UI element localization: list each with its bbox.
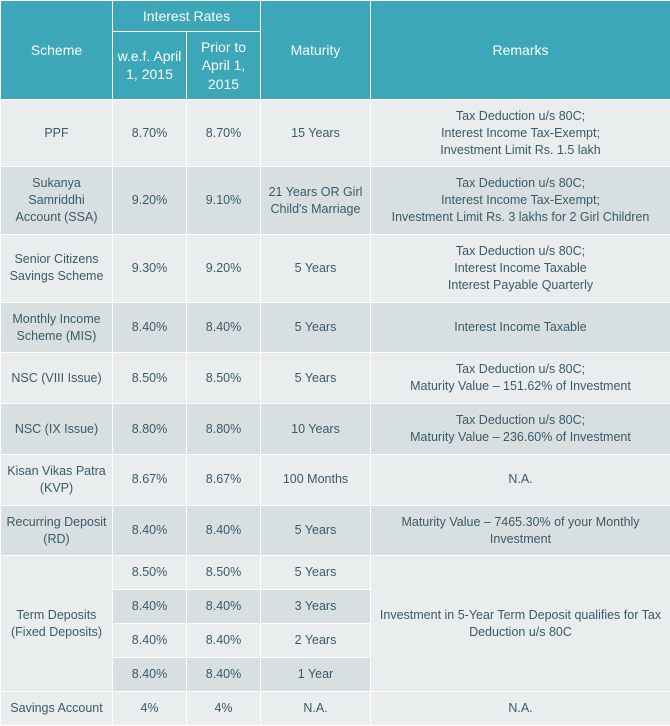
cell-remarks: N.A. bbox=[371, 454, 670, 505]
cell-rate-new: 8.67% bbox=[113, 454, 187, 505]
cell-rate-old: 8.40% bbox=[187, 624, 261, 658]
cell-maturity: 100 Months bbox=[261, 454, 371, 505]
cell-scheme: Term Deposits (Fixed Deposits) bbox=[1, 556, 113, 692]
cell-maturity: 5 Years bbox=[261, 353, 371, 404]
cell-maturity: 1 Year bbox=[261, 658, 371, 692]
interest-rates-table: Scheme Interest Rates Maturity Remarks w… bbox=[0, 0, 670, 726]
cell-maturity: 3 Years bbox=[261, 590, 371, 624]
cell-maturity: 5 Years bbox=[261, 235, 371, 303]
cell-scheme: Savings Account bbox=[1, 691, 113, 725]
cell-maturity: 2 Years bbox=[261, 624, 371, 658]
cell-rate-new: 8.40% bbox=[113, 624, 187, 658]
cell-rate-old: 9.10% bbox=[187, 167, 261, 235]
cell-rate-new: 8.40% bbox=[113, 590, 187, 624]
cell-rate-old: 8.40% bbox=[187, 658, 261, 692]
cell-remarks: Investment in 5-Year Term Deposit qualif… bbox=[371, 556, 670, 692]
header-scheme: Scheme bbox=[1, 1, 113, 100]
cell-rate-old: 8.40% bbox=[187, 590, 261, 624]
table-row: Term Deposits (Fixed Deposits)8.50%8.50%… bbox=[1, 556, 670, 590]
cell-maturity: 15 Years bbox=[261, 99, 371, 167]
cell-maturity: N.A. bbox=[261, 691, 371, 725]
cell-rate-new: 8.40% bbox=[113, 302, 187, 353]
cell-maturity: 21 Years OR Girl Child's Marriage bbox=[261, 167, 371, 235]
cell-maturity: 10 Years bbox=[261, 404, 371, 455]
header-maturity: Maturity bbox=[261, 1, 371, 100]
table-row: Monthly Income Scheme (MIS)8.40%8.40%5 Y… bbox=[1, 302, 670, 353]
cell-rate-new: 9.20% bbox=[113, 167, 187, 235]
cell-rate-new: 8.70% bbox=[113, 99, 187, 167]
cell-rate-old: 8.40% bbox=[187, 302, 261, 353]
table-row: Recurring Deposit (RD)8.40%8.40%5 YearsM… bbox=[1, 505, 670, 556]
cell-rate-new: 9.30% bbox=[113, 235, 187, 303]
cell-rate-old: 8.50% bbox=[187, 353, 261, 404]
cell-maturity: 5 Years bbox=[261, 302, 371, 353]
cell-scheme: Monthly Income Scheme (MIS) bbox=[1, 302, 113, 353]
cell-remarks: Tax Deduction u/s 80C;Interest Income Ta… bbox=[371, 167, 670, 235]
cell-rate-old: 8.80% bbox=[187, 404, 261, 455]
cell-scheme: Sukanya Samriddhi Account (SSA) bbox=[1, 167, 113, 235]
cell-rate-old: 8.50% bbox=[187, 556, 261, 590]
cell-rate-new: 8.50% bbox=[113, 556, 187, 590]
cell-rate-old: 4% bbox=[187, 691, 261, 725]
table-row: PPF8.70%8.70%15 YearsTax Deduction u/s 8… bbox=[1, 99, 670, 167]
table-row: NSC (IX Issue)8.80%8.80%10 YearsTax Dedu… bbox=[1, 404, 670, 455]
cell-rate-new: 8.40% bbox=[113, 658, 187, 692]
header-interest-rates: Interest Rates bbox=[113, 1, 261, 32]
cell-remarks: Tax Deduction u/s 80C;Maturity Value – 2… bbox=[371, 404, 670, 455]
cell-rate-new: 4% bbox=[113, 691, 187, 725]
table-row: NSC (VIII Issue)8.50%8.50%5 YearsTax Ded… bbox=[1, 353, 670, 404]
cell-remarks: Tax Deduction u/s 80C;Interest Income Ta… bbox=[371, 235, 670, 303]
table-row: Kisan Vikas Patra (KVP)8.67%8.67%100 Mon… bbox=[1, 454, 670, 505]
cell-remarks: N.A. bbox=[371, 691, 670, 725]
header-rate-new: w.e.f. April 1, 2015 bbox=[113, 32, 187, 100]
cell-rate-new: 8.40% bbox=[113, 505, 187, 556]
cell-rate-old: 9.20% bbox=[187, 235, 261, 303]
cell-scheme: NSC (VIII Issue) bbox=[1, 353, 113, 404]
table-row: Senior Citizens Savings Scheme9.30%9.20%… bbox=[1, 235, 670, 303]
table-row: Savings Account4%4%N.A.N.A. bbox=[1, 691, 670, 725]
cell-scheme: Senior Citizens Savings Scheme bbox=[1, 235, 113, 303]
cell-rate-old: 8.70% bbox=[187, 99, 261, 167]
header-remarks: Remarks bbox=[371, 1, 670, 100]
cell-maturity: 5 Years bbox=[261, 556, 371, 590]
cell-scheme: Recurring Deposit (RD) bbox=[1, 505, 113, 556]
cell-scheme: PPF bbox=[1, 99, 113, 167]
cell-scheme: NSC (IX Issue) bbox=[1, 404, 113, 455]
table-row: Sukanya Samriddhi Account (SSA)9.20%9.10… bbox=[1, 167, 670, 235]
cell-remarks: Tax Deduction u/s 80C;Maturity Value – 1… bbox=[371, 353, 670, 404]
cell-remarks: Maturity Value – 7465.30% of your Monthl… bbox=[371, 505, 670, 556]
cell-rate-new: 8.50% bbox=[113, 353, 187, 404]
cell-maturity: 5 Years bbox=[261, 505, 371, 556]
cell-rate-old: 8.40% bbox=[187, 505, 261, 556]
cell-remarks: Tax Deduction u/s 80C;Interest Income Ta… bbox=[371, 99, 670, 167]
cell-remarks: Interest Income Taxable bbox=[371, 302, 670, 353]
header-rate-old: Prior to April 1, 2015 bbox=[187, 32, 261, 100]
cell-scheme: Kisan Vikas Patra (KVP) bbox=[1, 454, 113, 505]
cell-rate-new: 8.80% bbox=[113, 404, 187, 455]
cell-rate-old: 8.67% bbox=[187, 454, 261, 505]
